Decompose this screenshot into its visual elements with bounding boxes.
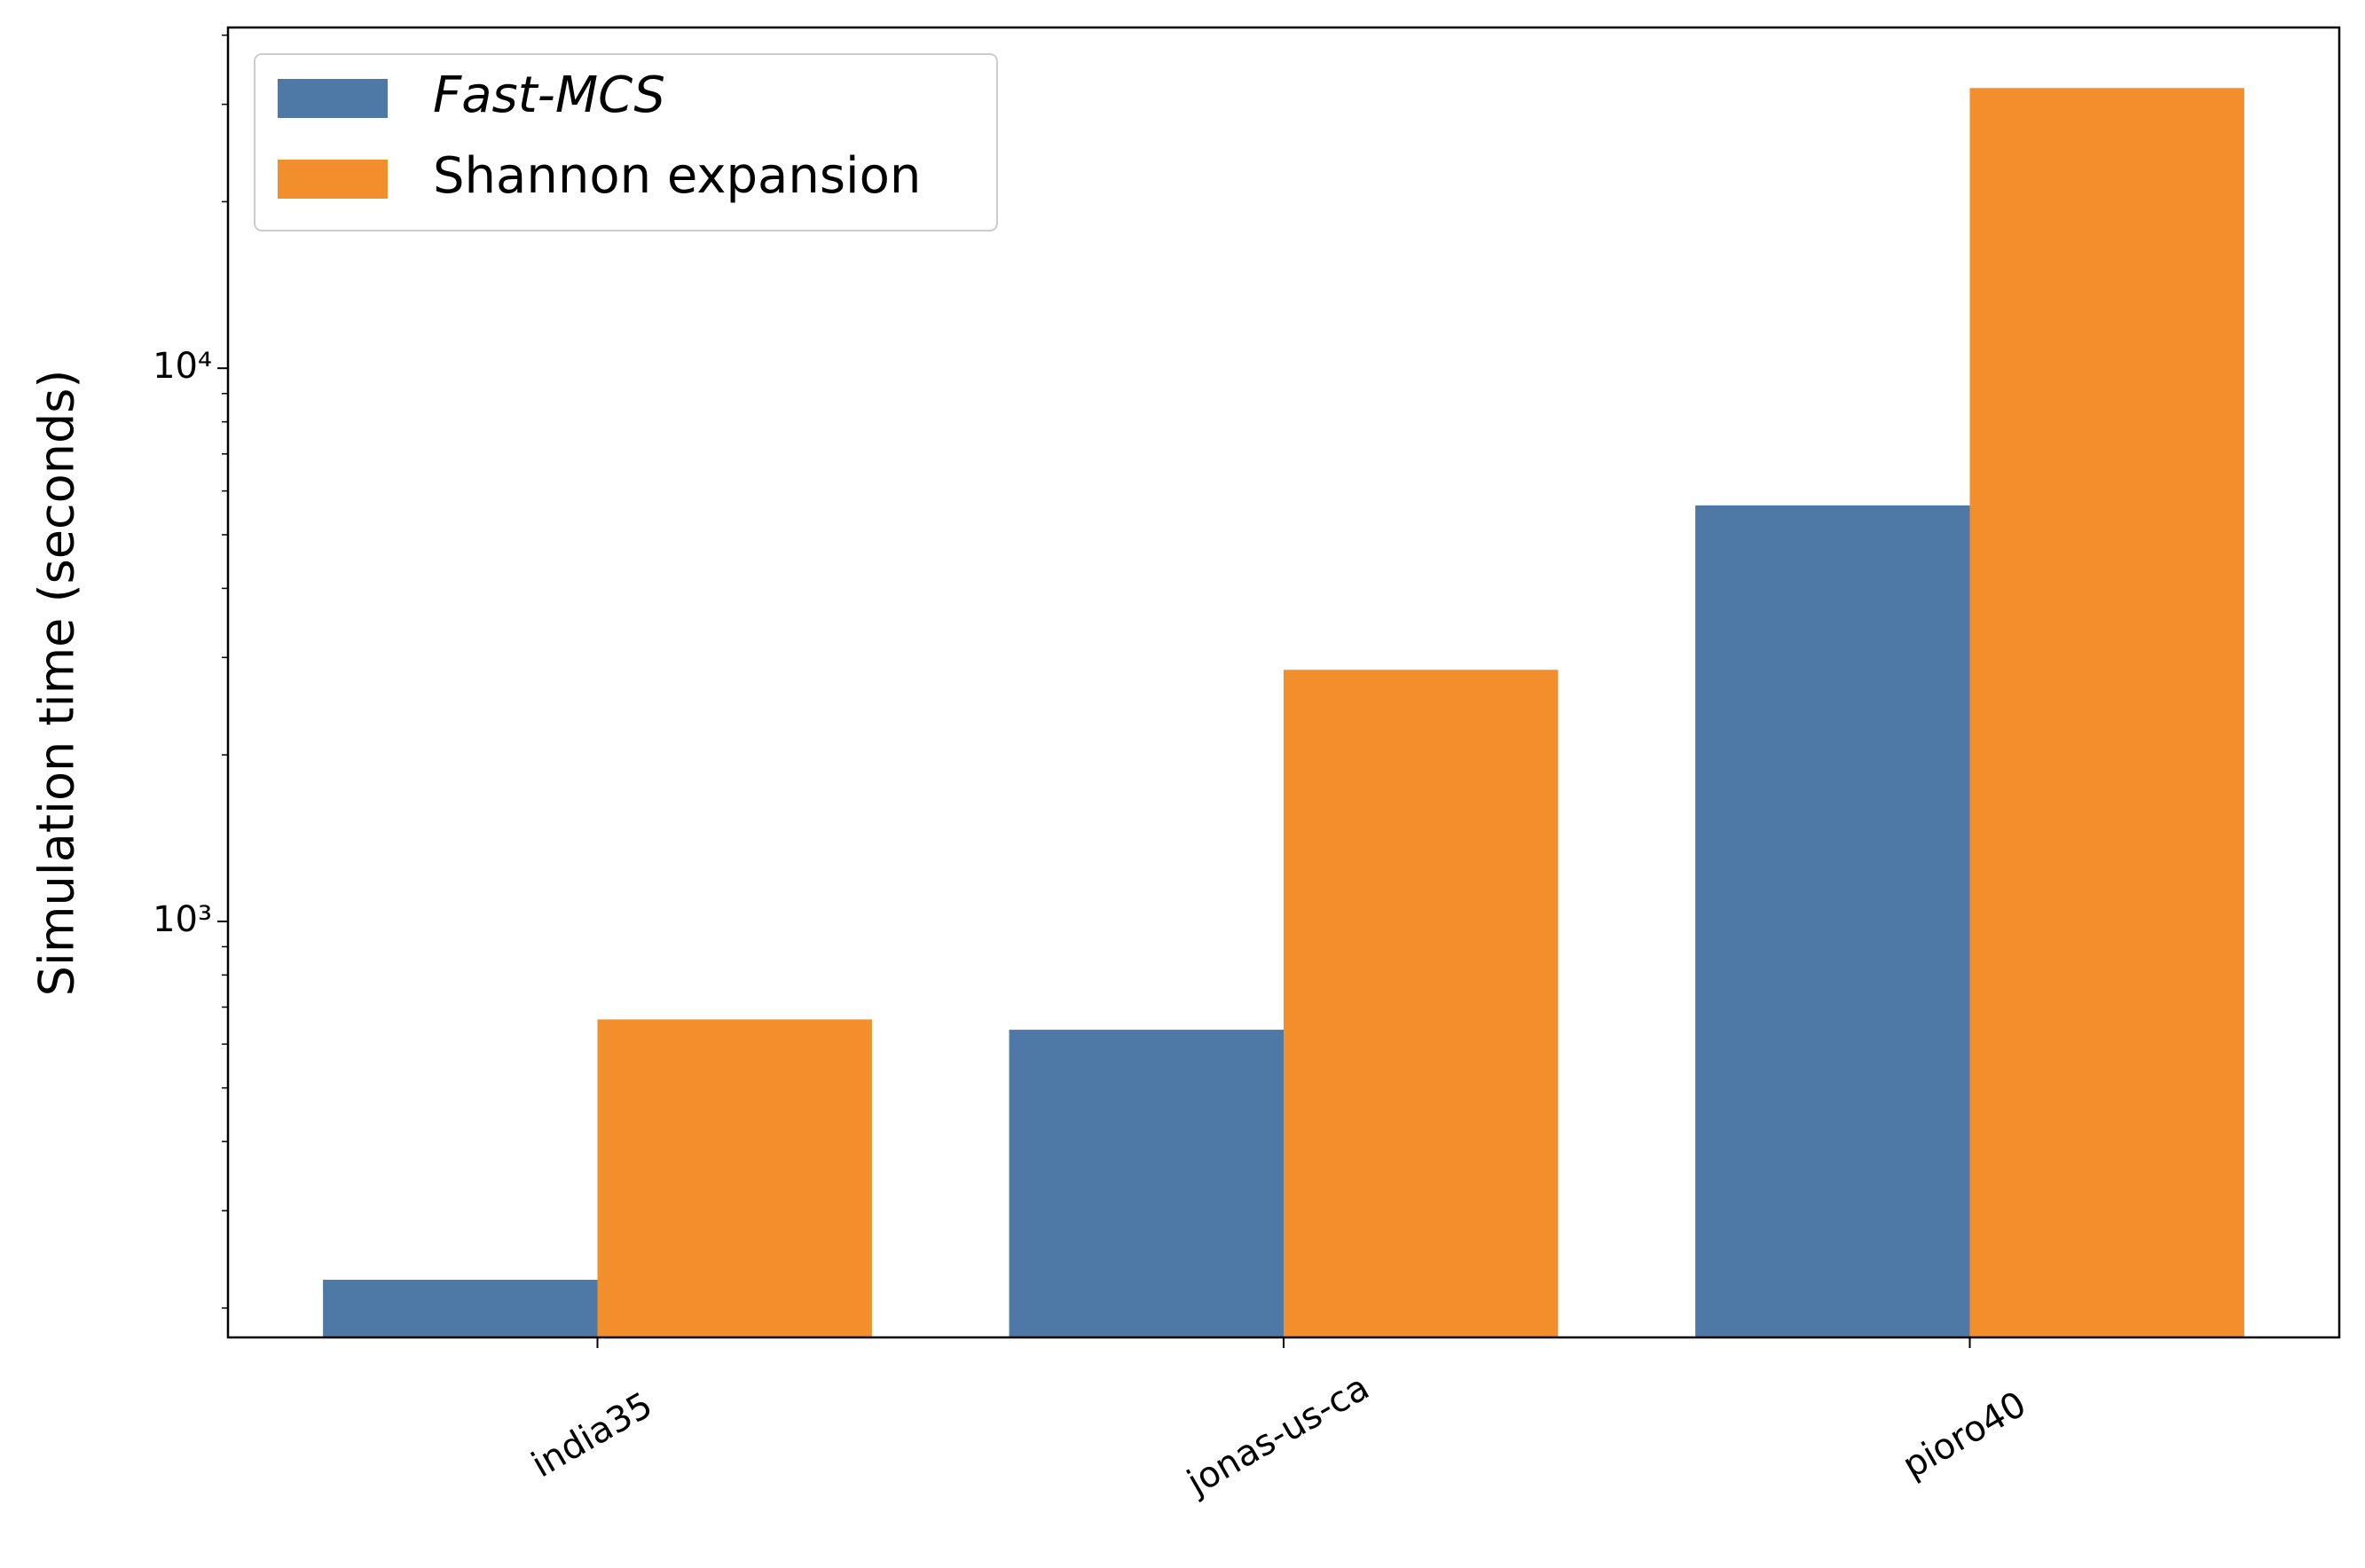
legend-box [254, 53, 998, 231]
legend: Fast-MCS Shannon expansion [254, 53, 998, 231]
bar [597, 1019, 872, 1337]
legend-label: Shannon expansion [433, 147, 921, 205]
legend-swatch [278, 79, 388, 118]
y-tick-label: 10³ [153, 899, 212, 940]
plot-frame [226, 26, 2341, 1339]
y-axis-label: Simulation time (seconds) [29, 370, 85, 997]
bar [1695, 505, 1970, 1337]
y-tick-label: 10⁴ [153, 346, 212, 387]
bar [323, 1280, 598, 1337]
bar [1284, 670, 1559, 1337]
x-tick-label: india35 [525, 1384, 660, 1486]
x-tick-label: pioro40 [1896, 1384, 2033, 1486]
bar [1969, 88, 2244, 1338]
x-tick-label: jonas-us-ca [1180, 1367, 1376, 1503]
legend-label: Fast-MCS [433, 67, 665, 124]
legend-swatch [278, 160, 388, 199]
bar [1009, 1030, 1284, 1337]
